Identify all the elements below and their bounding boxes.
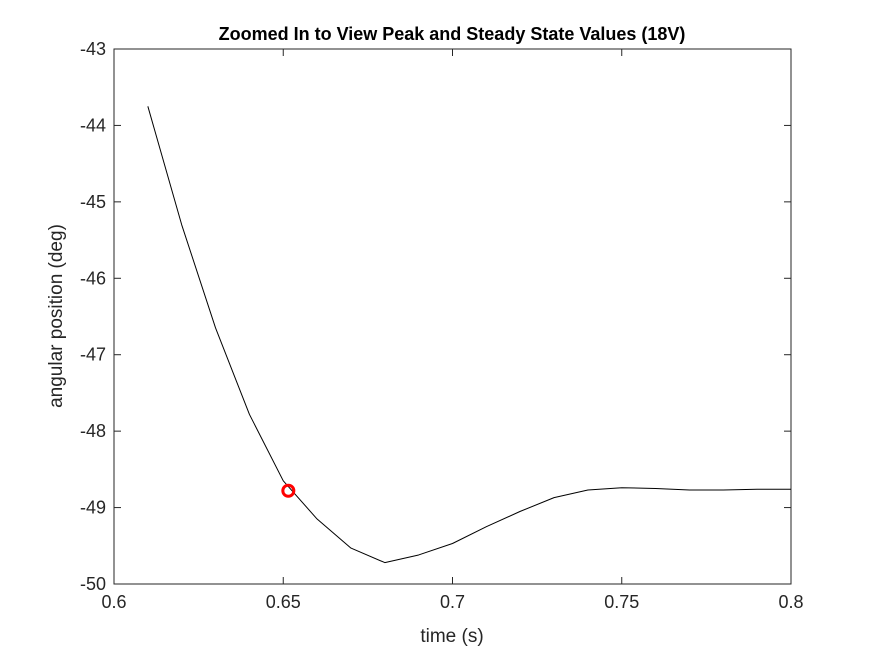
x-tick-label: 0.6 — [101, 592, 126, 612]
y-tick-label: -44 — [80, 115, 106, 135]
x-tick-label: 0.7 — [440, 592, 465, 612]
y-tick-label: -43 — [80, 39, 106, 59]
peak-marker-0 — [281, 483, 296, 498]
axis-ticks: 0.6 0.65 0.7 0.75 0.8 -50 -49 -48 -47 -46 -45 -44 -4… — [80, 39, 804, 612]
x-tick-label: 0.65 — [266, 592, 301, 612]
y-tick-label: -47 — [80, 345, 106, 365]
y-axis-label: angular position (deg) — [46, 224, 67, 408]
x-tick-label: 0.8 — [778, 592, 803, 612]
y-tick-label: -50 — [80, 574, 106, 594]
x-tick-label: 0.75 — [604, 592, 639, 612]
series-layer — [147, 106, 791, 564]
y-tick-label: -49 — [80, 498, 106, 518]
y-tick-label: -48 — [80, 421, 106, 441]
series-line-0 — [147, 106, 791, 564]
marker-layer — [281, 483, 296, 498]
x-axis-label: time (s) — [420, 626, 483, 647]
y-tick-label: -45 — [80, 192, 106, 212]
chart-title: Zoomed In to View Peak and Steady State … — [219, 24, 686, 44]
y-tick-label: -46 — [80, 268, 106, 288]
